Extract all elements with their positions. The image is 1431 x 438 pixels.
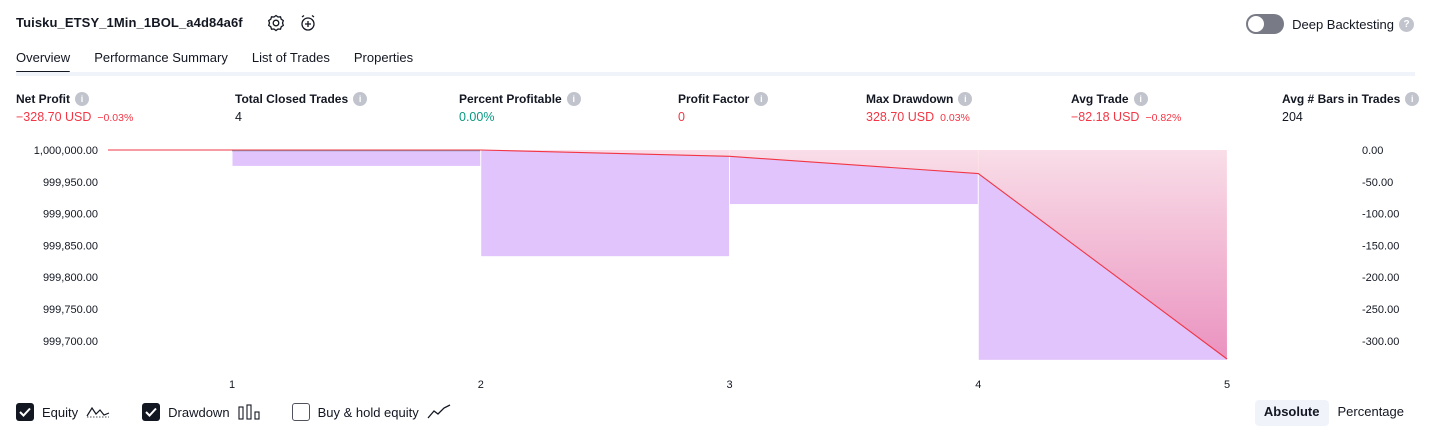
legend-label: Equity xyxy=(42,404,79,420)
info-icon[interactable]: i xyxy=(1133,92,1148,106)
right-axis-tick: -50.00 xyxy=(1362,177,1393,189)
report-header: Tuisku_ETSY_1Min_1BOL_a4d84a6f Deep Back… xyxy=(0,0,1431,46)
alarm-clock-add-icon[interactable] xyxy=(298,13,318,33)
tabs-divider xyxy=(16,72,1415,76)
right-axis-tick: -100.00 xyxy=(1362,209,1399,221)
metric-value: 0 xyxy=(678,110,685,124)
drawdown-bars-icon xyxy=(238,404,260,420)
strategy-title: Tuisku_ETSY_1Min_1BOL_a4d84a6f xyxy=(16,15,243,30)
help-icon[interactable]: ? xyxy=(1399,16,1414,32)
tab-overview[interactable]: Overview xyxy=(16,44,71,74)
metric-value: −82.18 USD xyxy=(1071,110,1140,124)
equity-area xyxy=(108,150,1227,359)
legend-label: Buy & hold equity xyxy=(317,404,419,420)
info-icon[interactable]: i xyxy=(75,92,89,106)
info-icon[interactable]: i xyxy=(1405,92,1420,106)
tab-performance-summary[interactable]: Performance Summary xyxy=(94,50,228,65)
right-axis-tick: -200.00 xyxy=(1362,272,1399,284)
metric-percent-profitable: Percent Profitable i 0.00% xyxy=(459,92,581,124)
tab-list-of-trades[interactable]: List of Trades xyxy=(251,50,330,65)
x-axis-tick: 2 xyxy=(478,379,484,391)
deep-backtesting-label: Deep Backtesting xyxy=(1292,16,1394,32)
metric-label: Total Closed Trades xyxy=(235,92,349,106)
drawdown-bar xyxy=(232,150,481,166)
checkbox-checked-icon[interactable] xyxy=(16,403,34,421)
equity-line-icon xyxy=(86,406,110,418)
left-axis-tick: 999,750.00 xyxy=(43,304,98,316)
metric-value: 4 xyxy=(235,110,242,124)
left-axis-tick: 999,900.00 xyxy=(43,209,98,221)
metric-label: Net Profit xyxy=(16,92,70,106)
left-axis-tick: 999,800.00 xyxy=(43,272,98,284)
info-icon[interactable]: i xyxy=(353,92,368,106)
legend-label: Drawdown xyxy=(168,404,230,420)
chart-legend: Equity Drawdown Buy & hold equity xyxy=(16,403,483,421)
legend-drawdown[interactable]: Drawdown xyxy=(142,403,260,421)
metric-value: 328.70 USD xyxy=(866,110,935,124)
left-axis-tick: 999,950.00 xyxy=(43,177,98,189)
equity-drawdown-chart[interactable]: 1,000,000.00 999,950.00 999,900.00 999,850.… xyxy=(0,140,1431,395)
legend-buy-hold[interactable]: Buy & hold equity xyxy=(291,403,451,421)
metric-value: 0.00% xyxy=(459,110,495,124)
metric-max-drawdown: Max Drawdown i 328.70 USD 0.03% xyxy=(866,92,973,124)
info-icon[interactable]: i xyxy=(754,92,769,106)
info-icon[interactable]: i xyxy=(958,92,973,106)
right-axis-tick: -300.00 xyxy=(1362,336,1399,348)
right-axis-tick: -150.00 xyxy=(1362,240,1399,252)
x-axis-tick: 1 xyxy=(229,379,235,391)
absolute-button[interactable]: Absolute xyxy=(1254,400,1329,426)
metric-percent: −0.03% xyxy=(97,112,134,124)
metric-label: Profit Factor xyxy=(678,92,750,106)
equity-line xyxy=(108,149,1228,360)
report-tabs: Overview Performance Summary List of Tra… xyxy=(16,44,437,76)
metric-avg-trade: Avg Trade i −82.18 USD −0.82% xyxy=(1071,92,1181,124)
metric-percent: −0.82% xyxy=(1145,112,1182,124)
deep-backtesting-toggle[interactable] xyxy=(1246,14,1285,34)
legend-equity[interactable]: Equity xyxy=(16,403,110,421)
metric-label: Avg # Bars in Trades xyxy=(1282,92,1401,106)
metric-value: −328.70 USD xyxy=(16,110,92,124)
toggle-knob xyxy=(1248,16,1265,32)
percentage-button[interactable]: Percentage xyxy=(1337,404,1405,419)
right-axis-tick: 0.00 xyxy=(1362,145,1383,157)
value-mode-switch: Absolute Percentage xyxy=(1254,400,1413,426)
metric-percent: 0.03% xyxy=(940,112,970,124)
metric-label: Avg Trade xyxy=(1071,92,1129,106)
settings-gear-icon[interactable] xyxy=(266,13,286,33)
left-axis-tick: 999,850.00 xyxy=(43,240,98,252)
drawdown-bar xyxy=(481,150,729,257)
metric-value: 204 xyxy=(1282,110,1303,124)
info-icon[interactable]: i xyxy=(566,92,581,106)
right-axis-tick: -250.00 xyxy=(1362,304,1399,316)
x-axis-tick: 5 xyxy=(1224,379,1230,391)
checkbox-unchecked-icon[interactable] xyxy=(291,403,310,421)
metric-net-profit: Net Profit i −328.70 USD −0.03% xyxy=(16,92,133,124)
left-axis-tick: 999,700.00 xyxy=(43,336,98,348)
metric-label: Max Drawdown xyxy=(866,92,954,106)
tab-properties[interactable]: Properties xyxy=(353,50,414,65)
metric-avg-bars: Avg # Bars in Trades i 204 xyxy=(1282,92,1420,124)
metric-label: Percent Profitable xyxy=(459,92,562,106)
x-axis-tick: 3 xyxy=(726,379,732,391)
x-axis-tick: 4 xyxy=(975,379,981,391)
metric-total-closed-trades: Total Closed Trades i 4 xyxy=(235,92,368,124)
metric-profit-factor: Profit Factor i 0 xyxy=(678,92,769,124)
deep-backtesting-control: Deep Backtesting ? xyxy=(1246,13,1414,35)
left-axis-tick: 1,000,000.00 xyxy=(34,145,98,157)
buy-hold-line-icon xyxy=(427,404,451,419)
checkbox-checked-icon[interactable] xyxy=(142,403,161,421)
